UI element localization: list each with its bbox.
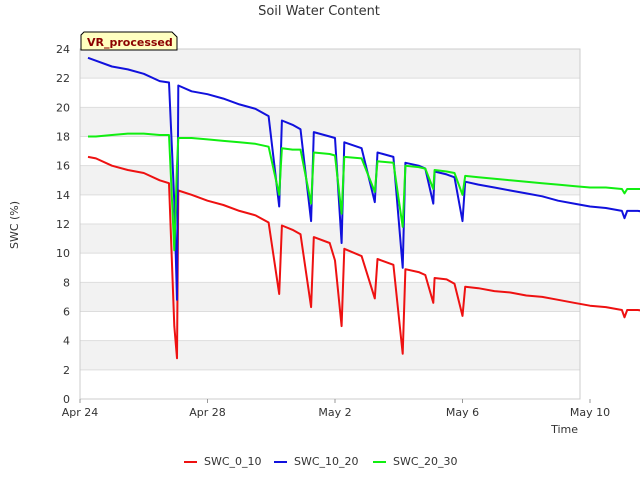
x-tick-label: Apr 28 bbox=[189, 406, 226, 419]
y-tick-label: 18 bbox=[56, 131, 70, 144]
y-tick-label: 24 bbox=[56, 43, 70, 56]
y-tick-label: 6 bbox=[63, 306, 70, 319]
grid-band bbox=[80, 165, 580, 195]
series-line-swc-20-30 bbox=[88, 132, 640, 252]
legend-label: SWC_10_20 bbox=[294, 455, 359, 468]
plot-frame bbox=[79, 48, 581, 400]
y-tick-label: 0 bbox=[63, 393, 70, 406]
legend-label: SWC_20_30 bbox=[393, 455, 458, 468]
legend-item: SWC_20_30 bbox=[373, 455, 458, 468]
plot-background-bands bbox=[80, 49, 580, 370]
legend-item: SWC_10_20 bbox=[274, 455, 359, 468]
y-tick-label: 22 bbox=[56, 72, 70, 85]
badge-text: VR_processed bbox=[87, 36, 173, 49]
chart-title: Soil Water Content bbox=[258, 4, 380, 19]
x-tick-label: Apr 24 bbox=[62, 406, 99, 419]
grid-band bbox=[80, 49, 580, 79]
y-axis-label: SWC (%) bbox=[8, 201, 21, 249]
y-tick-label: 16 bbox=[56, 160, 70, 173]
y-tick-label: 10 bbox=[56, 247, 70, 260]
y-tick-label: 12 bbox=[56, 218, 70, 231]
x-tick-label: May 10 bbox=[570, 406, 610, 419]
legend: SWC_0_10 SWC_10_20 SWC_20_30 bbox=[184, 455, 458, 468]
series-lines bbox=[87, 56, 640, 360]
y-tick-label: 20 bbox=[56, 101, 70, 114]
grid-band bbox=[80, 282, 580, 312]
grid-band bbox=[80, 224, 580, 254]
x-axis-label: Time bbox=[550, 423, 578, 436]
x-tick-label: May 6 bbox=[446, 406, 479, 419]
y-tick-label: 2 bbox=[63, 364, 70, 377]
grid-band bbox=[80, 340, 580, 370]
y-tick-label: 8 bbox=[63, 276, 70, 289]
y-tick-label: 14 bbox=[56, 189, 70, 202]
vr-processed-badge: VR_processed bbox=[80, 31, 178, 51]
grid-band bbox=[80, 107, 580, 137]
x-tick-label: May 2 bbox=[318, 406, 351, 419]
legend-item: SWC_0_10 bbox=[184, 455, 262, 468]
legend-label: SWC_0_10 bbox=[204, 455, 262, 468]
x-axis-ticks: Apr 24 Apr 28 May 2 May 6 May 10 bbox=[62, 399, 610, 419]
y-tick-label: 4 bbox=[63, 335, 70, 348]
